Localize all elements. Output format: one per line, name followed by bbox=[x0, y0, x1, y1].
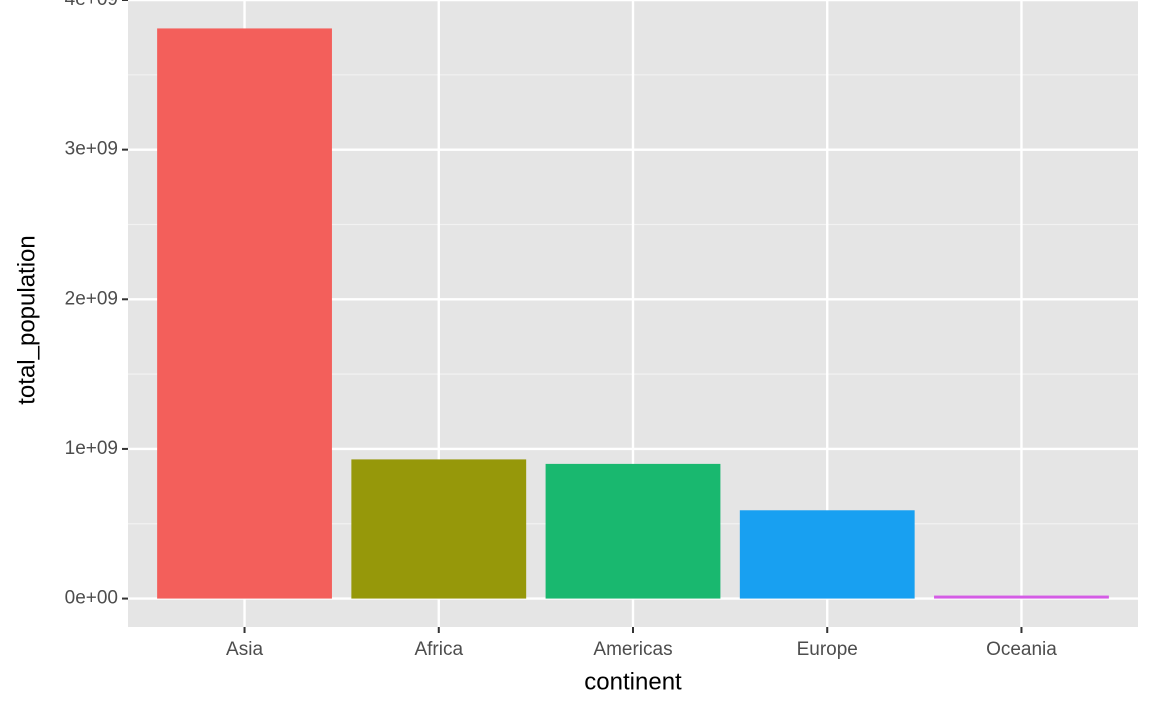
y-tick-label: 1e+09 bbox=[65, 438, 118, 459]
x-tick-label: Americas bbox=[593, 639, 672, 660]
bar bbox=[157, 28, 332, 599]
bar bbox=[545, 463, 721, 599]
x-tick-label: Asia bbox=[226, 639, 263, 660]
x-tick-label: Europe bbox=[797, 639, 858, 660]
x-tick-label: Africa bbox=[414, 639, 463, 660]
y-axis-title: total_population bbox=[13, 235, 40, 404]
y-tick-label: 3e+09 bbox=[65, 139, 118, 160]
bar bbox=[739, 510, 915, 599]
x-axis-title: continent bbox=[584, 668, 682, 695]
bar bbox=[351, 459, 527, 599]
bar bbox=[934, 595, 1109, 599]
y-tick-label: 0e+00 bbox=[65, 588, 118, 609]
y-tick-label: 4e+09 bbox=[65, 0, 118, 10]
x-tick-label: Oceania bbox=[986, 639, 1057, 660]
y-tick-label: 2e+09 bbox=[65, 288, 118, 309]
